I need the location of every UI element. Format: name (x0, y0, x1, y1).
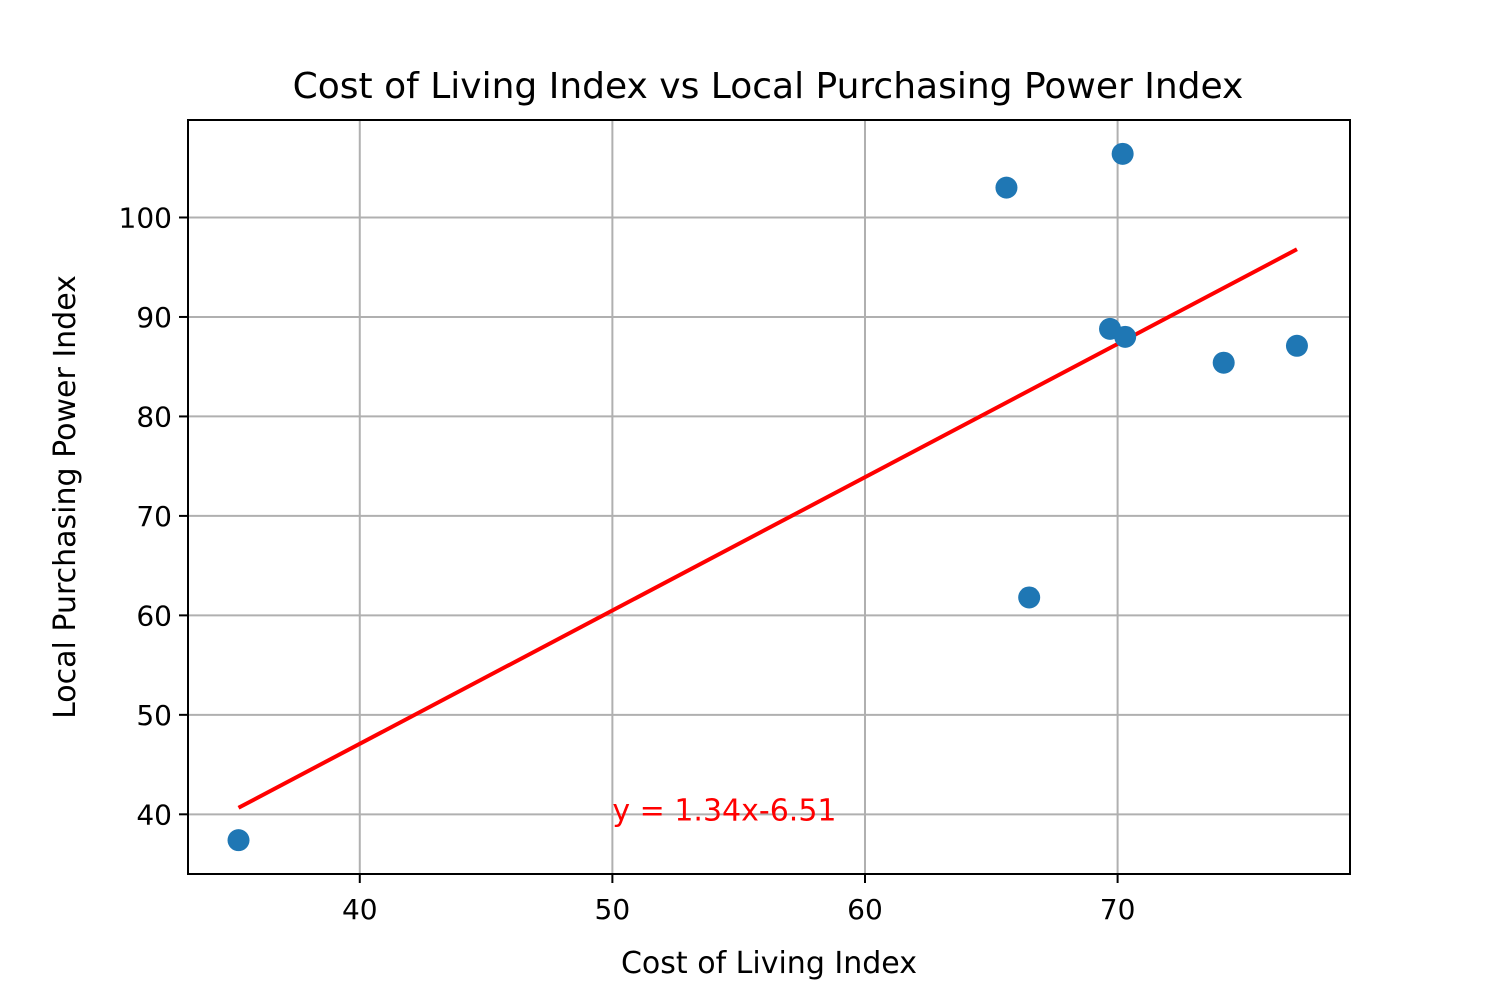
scatter-point (1285, 334, 1308, 357)
regression-equation: y = 1.34x-6.51 (612, 793, 836, 828)
trendline-layer (237, 247, 1298, 810)
chart-title: Cost of Living Index vs Local Purchasing… (293, 66, 1244, 107)
regression-line (237, 247, 1298, 810)
y-tick-label: 100 (119, 201, 172, 234)
y-tick-label: 70 (136, 500, 172, 533)
scatter-point (995, 176, 1018, 199)
scatter-point (1114, 325, 1137, 348)
scatter-point (1111, 142, 1134, 165)
x-axis-label: Cost of Living Index (621, 946, 917, 981)
scatter-point (1018, 586, 1041, 609)
plot-frame (187, 119, 1351, 875)
x-tick-label: 40 (342, 893, 378, 926)
x-tick-label: 50 (595, 893, 631, 926)
y-tick-label: 90 (136, 301, 172, 334)
y-tick-label: 40 (136, 798, 172, 831)
tick-layer: 40 50 60 70 40 50 60 70 80 90 100 (119, 201, 1136, 926)
y-tick-label: 60 (136, 599, 172, 632)
scatter-point (227, 829, 250, 852)
y-axis-label: Local Purchasing Power Index (48, 275, 83, 719)
x-tick-label: 70 (1100, 893, 1136, 926)
y-tick-label: 80 (136, 400, 172, 433)
x-tick-label: 60 (847, 893, 883, 926)
grid-layer (188, 120, 1350, 874)
scatter-point (1212, 351, 1235, 374)
y-tick-label: 50 (136, 699, 172, 732)
points-layer (227, 142, 1308, 852)
